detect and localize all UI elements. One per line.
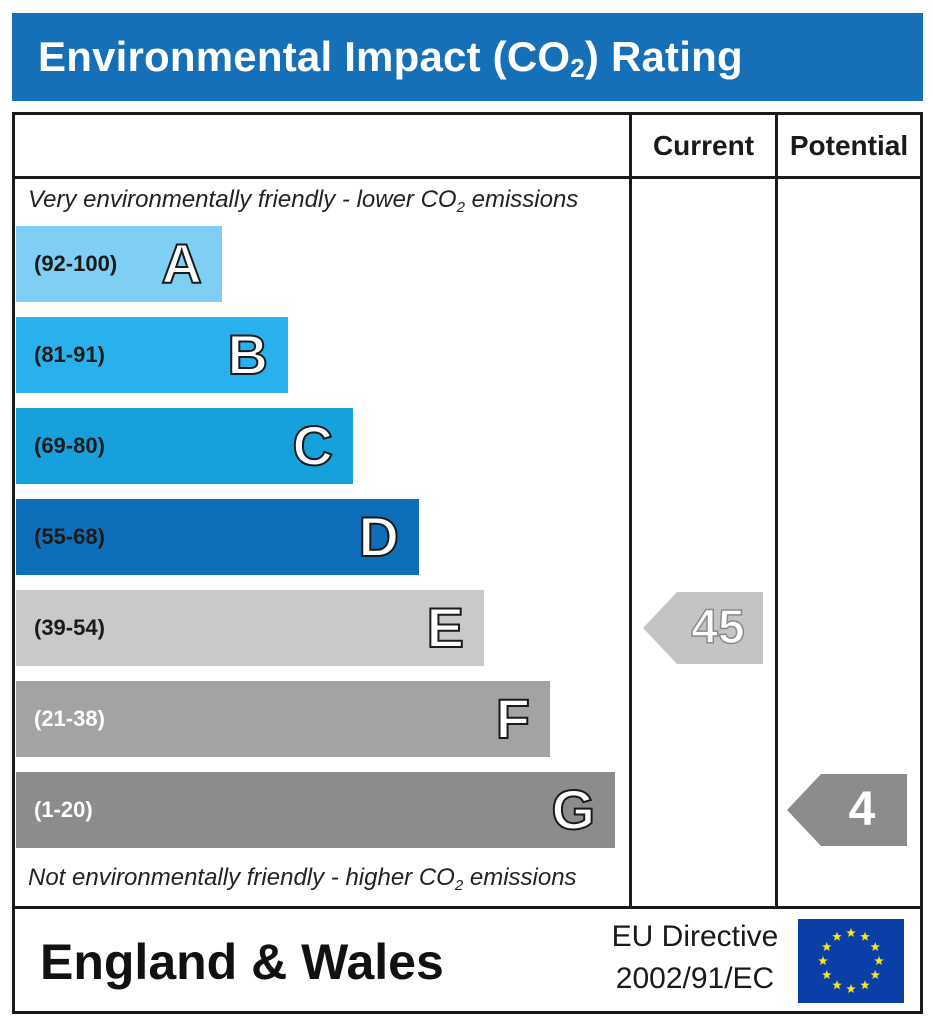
eu-flag-icon — [798, 919, 904, 1003]
eu-star — [860, 980, 870, 990]
title-bar: Environmental Impact (CO2) Rating — [12, 13, 923, 101]
chart-title: Environmental Impact (CO2) Rating — [38, 33, 743, 83]
band-range-label: (69-80) — [34, 433, 105, 458]
band-letter: D — [358, 504, 400, 569]
band-letter: B — [227, 322, 269, 387]
note-bottom: Not environmentally friendly - higher CO… — [28, 864, 577, 894]
eu-star — [832, 980, 842, 990]
eu-star — [860, 931, 870, 941]
band-letter: G — [550, 777, 596, 842]
note-top: Very environmentally friendly - lower CO… — [28, 186, 579, 216]
directive-line-1: EU Directive — [611, 920, 779, 953]
current-rating-arrow-shape — [643, 592, 763, 664]
rating-frame — [12, 112, 923, 1014]
column-potential: Potential — [789, 130, 909, 161]
current-rating-arrow-pointer — [643, 592, 763, 664]
current-rating-arrow-value: 45 — [691, 600, 746, 655]
band-e: (39-54) E — [16, 590, 484, 666]
potential-rating-arrow: 4 — [787, 774, 907, 846]
eu-star — [832, 931, 842, 941]
band-f: (21-38) F — [16, 681, 550, 757]
potential-rating-arrow-value: 4 — [848, 783, 876, 836]
column-current: Current — [652, 130, 755, 161]
band-range-label: (55-68) — [34, 524, 105, 549]
divider-current — [629, 112, 632, 908]
directive-line-2: 2002/91/EC — [615, 962, 775, 995]
band-a: (92-100) A — [16, 226, 222, 302]
band-range-label: (1-20) — [34, 797, 93, 822]
band-range-label: (92-100) — [34, 251, 118, 276]
potential-rating-arrow-pointer — [787, 774, 907, 846]
eu-star — [818, 956, 828, 966]
band-letter: C — [292, 413, 334, 478]
band-c: (69-80) C — [16, 408, 353, 484]
header-divider — [12, 176, 923, 179]
eu-star — [870, 970, 880, 980]
band-letter: F — [495, 686, 531, 751]
band-range-label: (21-38) — [34, 706, 105, 731]
eu-star — [822, 942, 832, 952]
band-letter: E — [426, 595, 465, 660]
eu-star — [822, 970, 832, 980]
current-rating-arrow: 45 — [643, 592, 763, 664]
region-label: England & Wales — [40, 934, 444, 990]
band-letter: A — [161, 231, 203, 296]
band-d: (55-68) D — [16, 499, 419, 575]
eu-star — [870, 942, 880, 952]
divider-potential — [775, 112, 778, 908]
eu-star — [846, 928, 856, 938]
eu-star — [846, 984, 856, 994]
band-range-label: (39-54) — [34, 615, 105, 640]
potential-rating-arrow-shape — [787, 774, 907, 846]
footer-divider — [12, 906, 923, 909]
band-b: (81-91) B — [16, 317, 288, 393]
band-range-label: (81-91) — [34, 342, 105, 367]
band-g: (1-20) G — [16, 772, 615, 848]
eu-star — [874, 956, 884, 966]
